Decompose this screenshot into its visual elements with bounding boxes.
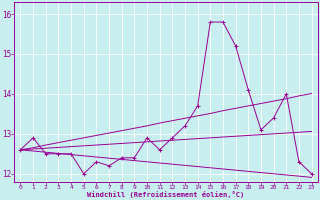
X-axis label: Windchill (Refroidissement éolien,°C): Windchill (Refroidissement éolien,°C) [87, 191, 244, 198]
